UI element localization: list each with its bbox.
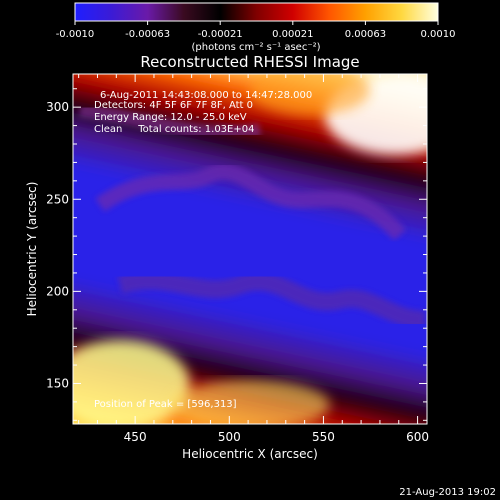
colorbar (75, 3, 438, 21)
y-tick-label: 200 (46, 284, 69, 298)
energy-range-annotation: Energy Range: 12.0 - 25.0 keV (94, 112, 247, 123)
colorbar-tick-label: -0.00063 (125, 29, 170, 40)
y-tick-label: 150 (46, 376, 69, 390)
colorbar-unit-label: (photons cm⁻² s⁻¹ asec⁻²) (191, 42, 320, 53)
time-range-annotation: 6-Aug-2011 14:43:08.000 to 14:47:28.000 (100, 90, 312, 101)
y-axis-title: Heliocentric Y (arcsec) (25, 182, 39, 317)
axes: 450 500 550 600 150 200 250 300 (46, 74, 429, 444)
peak-position-annotation: Position of Peak = [596,313] (94, 399, 237, 410)
colorbar-tick-label: 0.00021 (272, 29, 313, 40)
colorbar-frame (74, 2, 439, 22)
x-tick-label: 550 (312, 430, 335, 444)
colorbar-tick-label: 0.00063 (345, 29, 386, 40)
x-axis-title: Heliocentric X (arcsec) (182, 447, 318, 461)
colorbar-tick-label: -0.0010 (56, 29, 95, 40)
y-tick-label: 300 (46, 100, 69, 114)
colorbar-tick-label: 0.0010 (421, 29, 456, 40)
detectors-annotation: Detectors: 4F 5F 6F 7F 8F, Att 0 (94, 100, 253, 111)
colorbar-ticks (74, 21, 439, 25)
x-tick-label: 500 (218, 430, 241, 444)
clean-counts-annotation: Clean Total counts: 1.03E+04 (94, 124, 254, 135)
footer-timestamp: 21-Aug-2013 19:02 (399, 487, 496, 498)
x-tick-label: 600 (406, 430, 429, 444)
y-tick-label: 250 (46, 192, 69, 206)
plot-frame (72, 73, 428, 425)
x-tick-label: 450 (124, 430, 147, 444)
colorbar-tick-label: -0.00021 (198, 29, 243, 40)
chart-title: Reconstructed RHESSI Image (140, 53, 359, 71)
